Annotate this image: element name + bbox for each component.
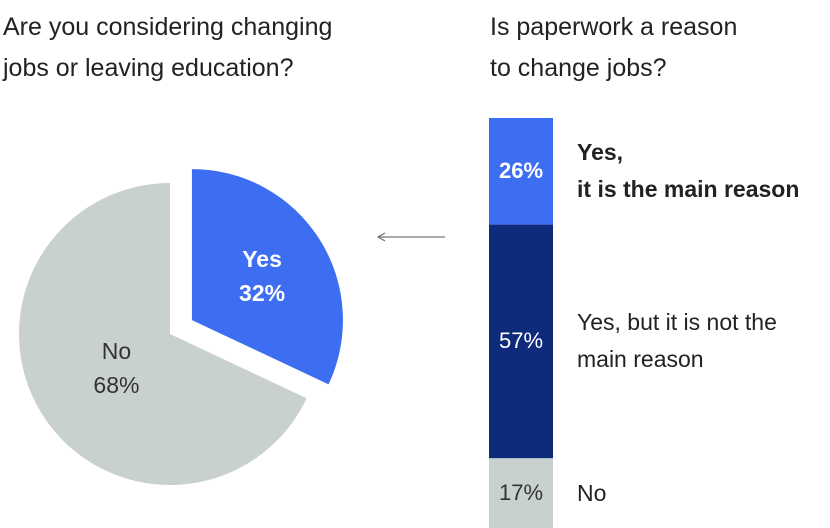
bar-category-main-reason-line-1: Yes,	[577, 139, 624, 166]
bar-title-line-1: Is paperwork a reason	[490, 13, 738, 41]
bar-segment-1	[489, 224, 553, 459]
bar-category-no-line-1: No	[577, 479, 607, 506]
bar-segment-main-reason-value: 26%	[498, 158, 544, 184]
pie-slice-yes-label: Yes 32%	[239, 242, 285, 310]
connector-arrowhead	[376, 232, 386, 242]
pie-yes-category: Yes	[242, 245, 282, 272]
pie-title-line-1: Are you considering changing	[3, 13, 333, 41]
bar-category-main-reason-line-2: it is the main reason	[577, 176, 800, 203]
bar-category-no: No	[577, 475, 606, 512]
bar-category-not-main-line-1: Yes, but it is not the	[577, 309, 777, 336]
bar-category-not-main-line-2: main reason	[577, 346, 704, 373]
pie-no-category: No	[101, 337, 132, 364]
pie-chart	[19, 169, 343, 485]
bar-segment-2	[489, 458, 553, 528]
connector-arrow	[376, 232, 445, 242]
pie-no-value: 68%	[93, 371, 140, 398]
bar-category-main-reason: Yes, it is the main reason	[577, 134, 799, 208]
pie-yes-value: 32%	[239, 279, 286, 306]
bar-segment-0	[489, 118, 553, 225]
pie-title-line-2: jobs or leaving education?	[3, 54, 294, 82]
pie-chart-title: Are you considering changing jobs or lea…	[3, 7, 332, 89]
stacked-bar-chart	[489, 118, 553, 528]
bar-title-line-2: to change jobs?	[490, 54, 667, 82]
bar-segment-no-value: 17%	[498, 480, 544, 506]
pie-slice-no	[19, 183, 307, 485]
bar-segment-not-main-value: 57%	[498, 328, 544, 354]
pie-slice-yes	[191, 169, 343, 385]
pie-slice-no-label: No 68%	[93, 334, 139, 402]
bar-category-not-main-reason: Yes, but it is not the main reason	[577, 304, 777, 378]
bar-chart-title: Is paperwork a reason to change jobs?	[490, 7, 737, 89]
